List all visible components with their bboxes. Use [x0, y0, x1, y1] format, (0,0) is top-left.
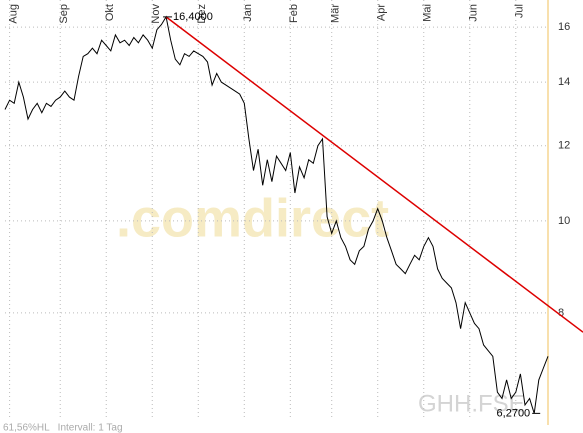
y-tick-label: 12 — [558, 140, 570, 152]
y-tick-label: 10 — [558, 215, 570, 227]
y-tick-label: 16 — [558, 21, 570, 33]
price-line — [4, 15, 549, 414]
x-tick-label: Mai — [422, 4, 434, 22]
footer: 61,56%HL Intervall: 1 Tag — [3, 423, 123, 433]
x-tick-label: Okt — [104, 4, 116, 21]
x-tick-label: Nov — [150, 4, 162, 24]
max-label: 16,4000 — [173, 11, 213, 23]
x-tick-label: Sep — [58, 4, 70, 24]
x-tick-label: Feb — [288, 4, 300, 23]
trend-line — [165, 16, 583, 333]
x-tick-label: Mär — [330, 4, 342, 23]
y-tick-label: 8 — [558, 307, 564, 319]
x-tick-label: Apr — [376, 4, 388, 21]
min-label: 6,2700 — [497, 407, 531, 419]
x-tick-label: Jun — [468, 4, 480, 22]
y-tick-label: 14 — [558, 76, 570, 88]
x-tick-label: Dez — [196, 4, 208, 24]
x-tick-label: Jul — [514, 4, 526, 18]
x-tick-label: Jan — [242, 4, 254, 22]
watermark: .comdirect — [116, 188, 389, 248]
symbol-label: GHH.FSE — [418, 390, 525, 417]
x-tick-label: Aug — [8, 4, 20, 24]
